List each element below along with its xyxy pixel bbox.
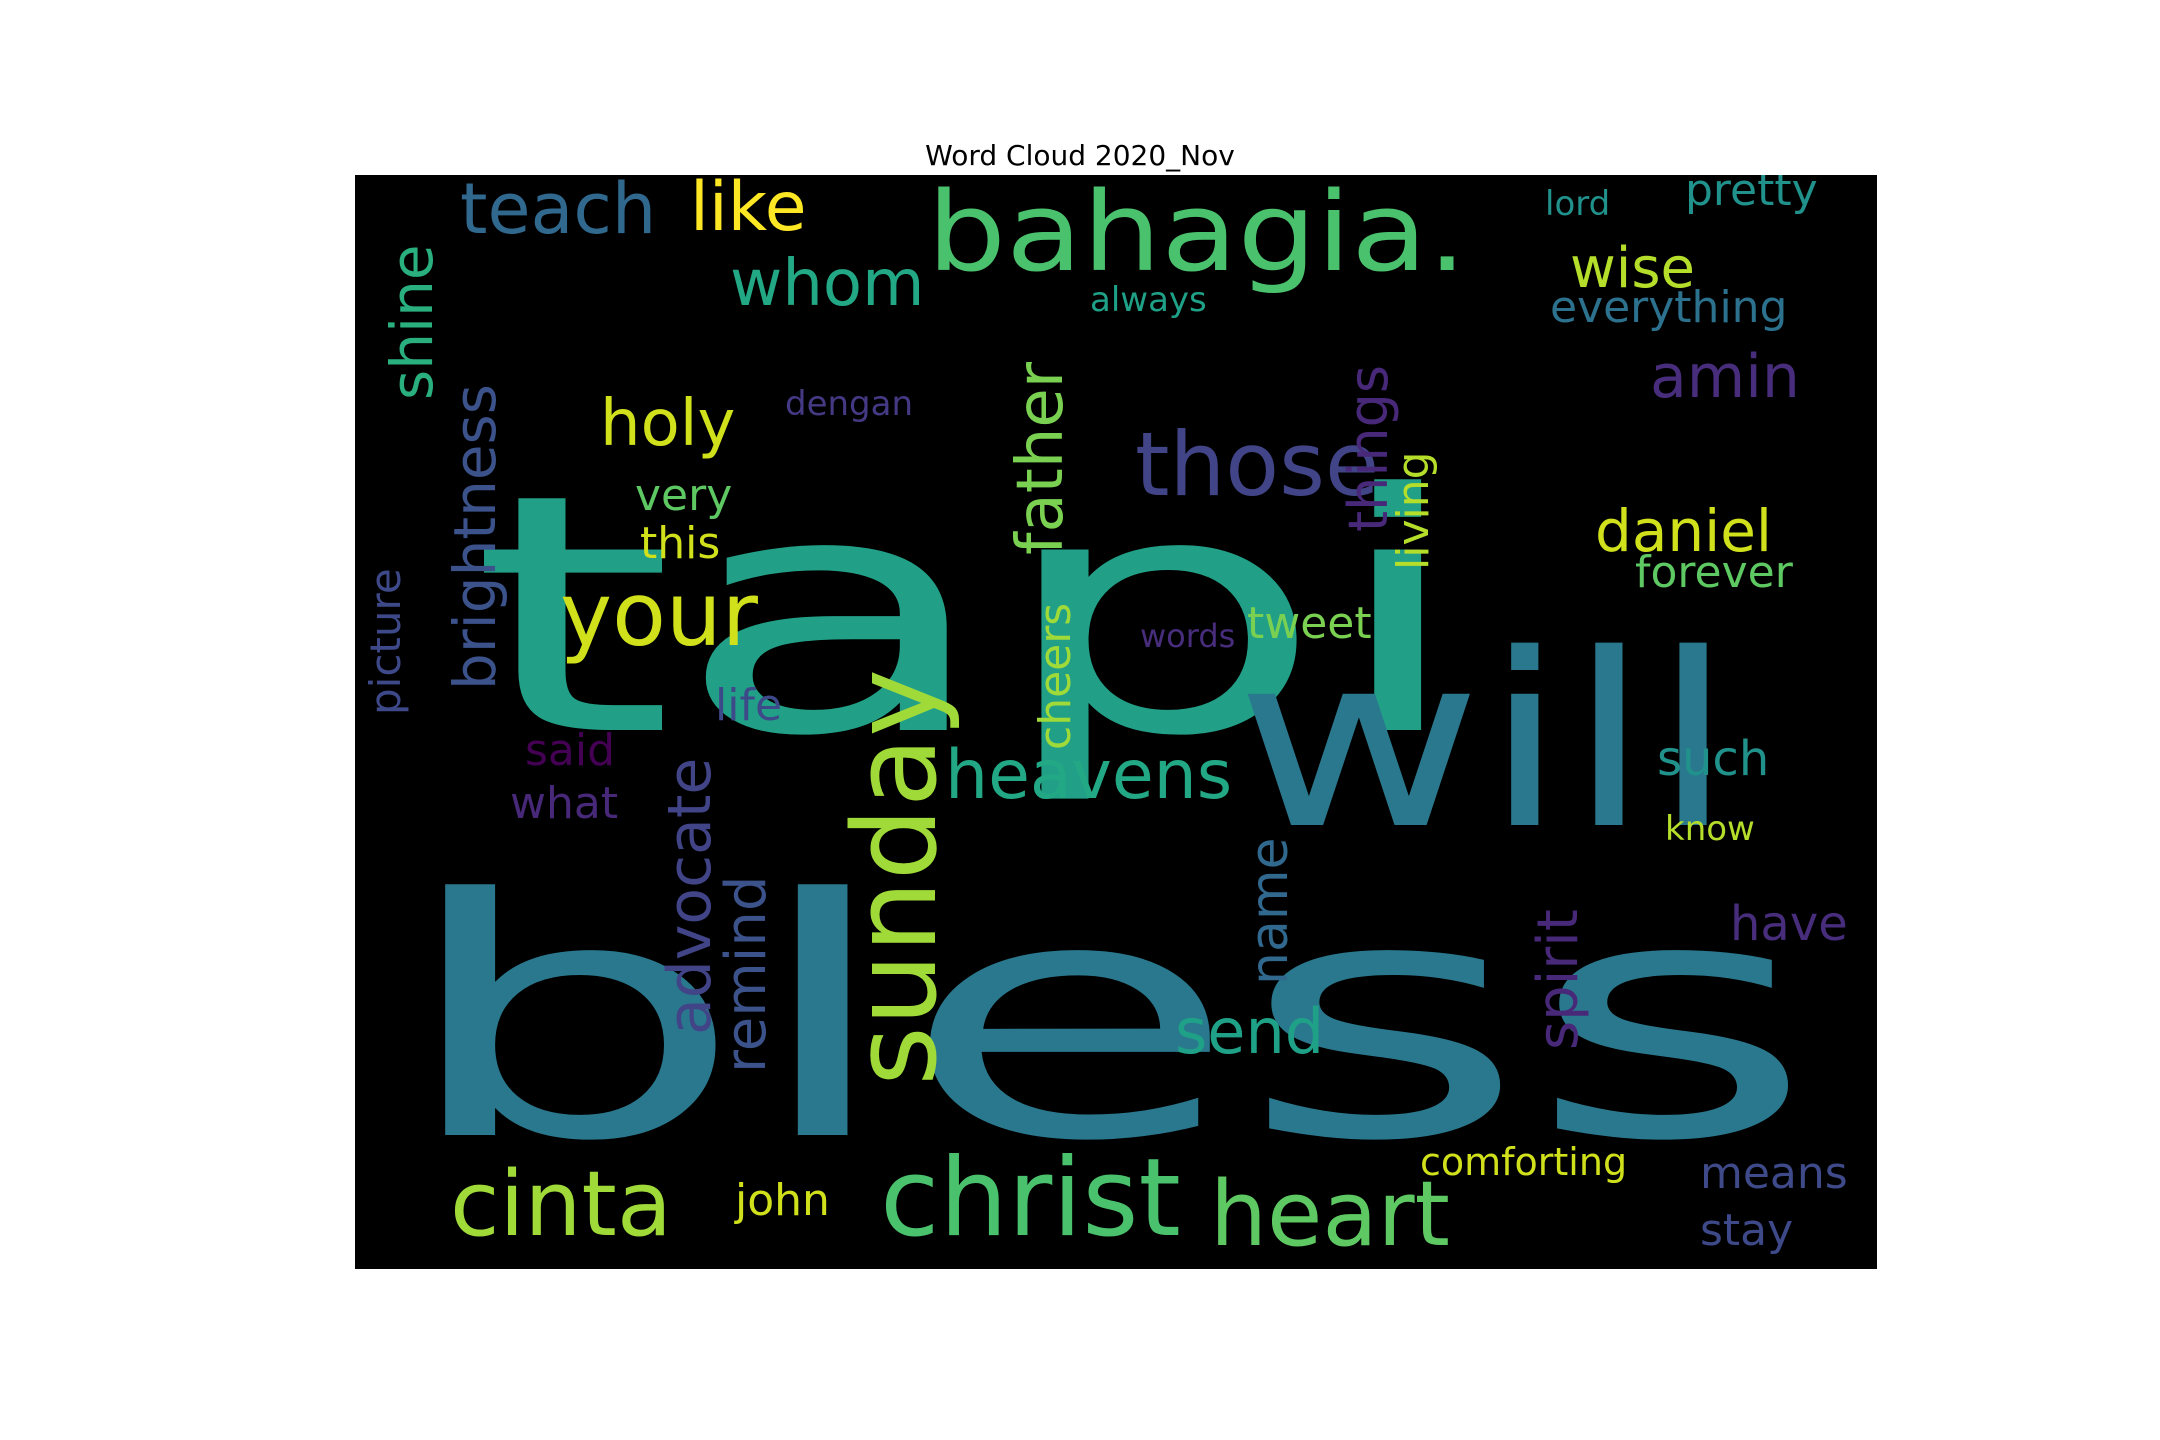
word-holy: holy	[600, 387, 735, 461]
word-said: said	[525, 725, 615, 776]
word-will: will	[1235, 602, 1735, 882]
word-life: life	[715, 680, 782, 731]
word-picture: picture	[361, 568, 410, 715]
word-what: what	[510, 778, 618, 829]
word-christ: christ	[880, 1136, 1181, 1261]
word-shine: shine	[378, 244, 446, 400]
word-send: send	[1175, 995, 1324, 1068]
word-spirit: spirit	[1526, 909, 1591, 1050]
word-cloud-panel: bless tapi will bahagia. sunday christ heart ci…	[355, 175, 1877, 1269]
word-heart: heart	[1210, 1162, 1450, 1267]
word-remind: remind	[714, 876, 779, 1073]
word-know: know	[1665, 809, 1755, 849]
word-whom: whom	[730, 247, 924, 321]
word-your: your	[560, 563, 759, 666]
figure-title: Word Cloud 2020_Nov	[925, 139, 1235, 172]
word-amin: amin	[1650, 342, 1800, 412]
word-this: this	[640, 518, 720, 569]
word-sunday: sunday	[829, 669, 963, 1086]
word-teach: teach	[460, 175, 656, 250]
word-daniel: daniel	[1595, 497, 1772, 565]
word-cinta: cinta	[450, 1152, 672, 1257]
word-things: things	[1337, 365, 1400, 532]
word-means: means	[1700, 1148, 1848, 1199]
word-john: john	[734, 1175, 830, 1226]
word-comforting: comforting	[1420, 1140, 1627, 1184]
word-always: always	[1090, 280, 1207, 320]
word-forever: forever	[1635, 547, 1794, 598]
word-lord: lord	[1545, 184, 1610, 224]
word-cheers: cheers	[1030, 603, 1081, 750]
word-name: name	[1240, 838, 1300, 985]
word-such: such	[1657, 731, 1769, 787]
word-bless: bless	[395, 829, 1815, 1213]
word-stay: stay	[1700, 1205, 1793, 1256]
word-have: have	[1730, 896, 1848, 952]
word-those: those	[1135, 413, 1379, 516]
word-tweet: tweet	[1247, 598, 1372, 649]
word-bahagia: bahagia.	[927, 175, 1467, 296]
word-very: very	[635, 470, 732, 521]
word-heavens: heavens	[945, 736, 1232, 815]
word-dengan: dengan	[785, 384, 913, 424]
word-words: words	[1140, 617, 1235, 655]
word-pretty: pretty	[1685, 175, 1818, 216]
word-brightness: brightness	[441, 384, 509, 690]
word-everything: everything	[1550, 282, 1788, 333]
word-tapi: tapi	[470, 424, 1470, 808]
word-advocate: advocate	[655, 758, 725, 1035]
word-wise: wise	[1570, 236, 1695, 301]
word-like: like	[690, 175, 807, 247]
word-living: living	[1388, 451, 1439, 570]
word-father: father	[1004, 361, 1078, 555]
